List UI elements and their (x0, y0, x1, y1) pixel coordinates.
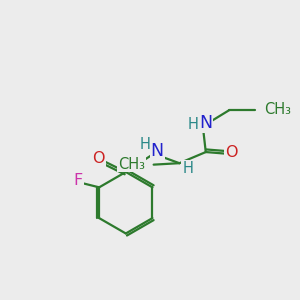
Text: CH₃: CH₃ (264, 102, 291, 117)
Text: O: O (225, 146, 238, 160)
Text: H: H (182, 161, 193, 176)
Text: CH₃: CH₃ (118, 157, 145, 172)
Text: N: N (151, 142, 164, 160)
Text: H: H (140, 137, 150, 152)
Text: O: O (93, 151, 105, 166)
Text: H: H (188, 117, 199, 132)
Text: N: N (199, 114, 212, 132)
Text: F: F (74, 172, 83, 188)
